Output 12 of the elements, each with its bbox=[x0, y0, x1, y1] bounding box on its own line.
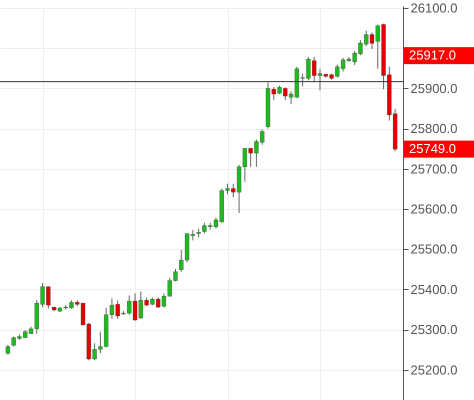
y-tick-label: 25900.0 bbox=[410, 80, 458, 96]
y-tick-label: 26100.0 bbox=[410, 0, 458, 16]
y-tick-label: 25300.0 bbox=[410, 322, 458, 338]
y-tick-label: 25700.0 bbox=[410, 161, 458, 176]
y-tick-label: 25200.0 bbox=[410, 362, 458, 378]
text: 25749.0 bbox=[409, 141, 456, 156]
candlestick bbox=[6, 344, 10, 356]
y-tick-label: 25400.0 bbox=[410, 282, 458, 297]
y-tick-label: 25800.0 bbox=[410, 121, 458, 136]
y-tick-label: 25500.0 bbox=[410, 242, 458, 257]
ref-line-label: 25917.0 bbox=[409, 48, 456, 63]
y-tick-label: 25600.0 bbox=[410, 202, 458, 217]
